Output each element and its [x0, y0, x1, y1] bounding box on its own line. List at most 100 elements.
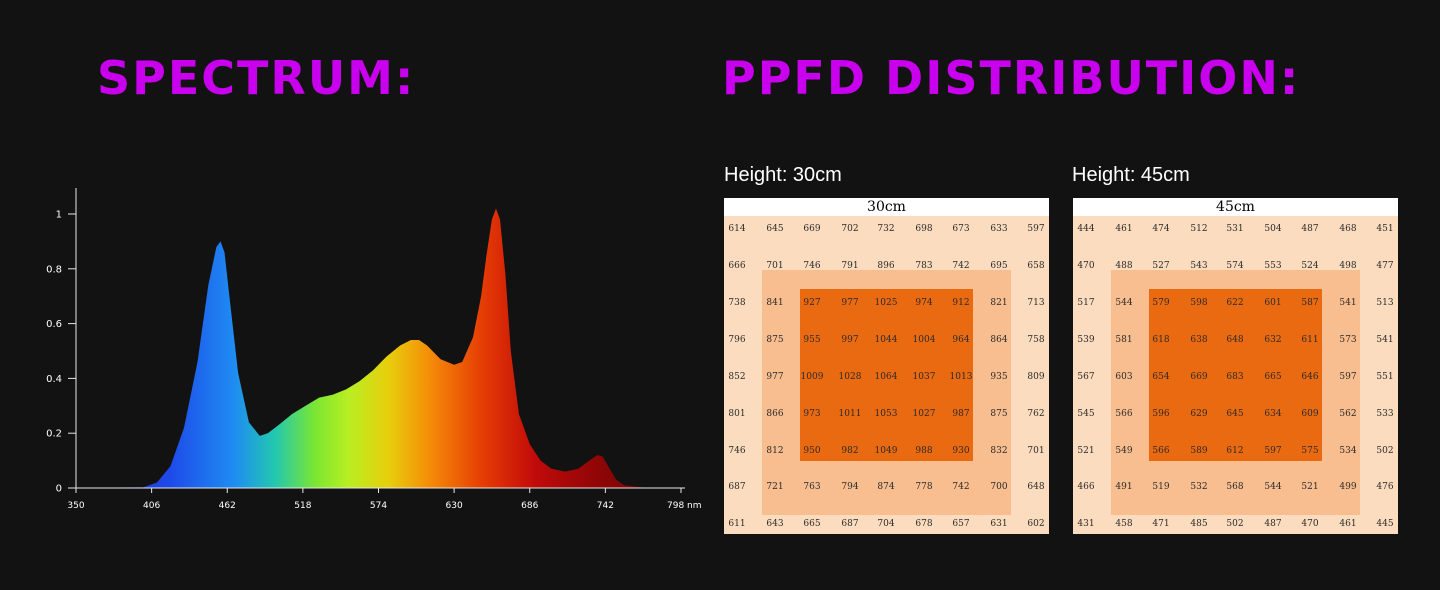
- ppfd-cell: 487: [1301, 224, 1319, 234]
- ppfd-cell: 485: [1190, 519, 1208, 529]
- ppfd-cell: 791: [841, 261, 859, 271]
- ppfd-cell: 568: [1226, 482, 1244, 492]
- ppfd-cell: 632: [1264, 335, 1282, 345]
- ppfd-cell: 445: [1376, 519, 1394, 529]
- ppfd-cell: 598: [1190, 298, 1208, 308]
- ppfd-cell: 935: [990, 372, 1008, 382]
- ppfd-cell: 553: [1264, 261, 1282, 271]
- ppfd-cell: 666: [728, 261, 746, 271]
- ppfd-cell: 549: [1115, 446, 1133, 456]
- ppfd-cell: 832: [990, 446, 1008, 456]
- ppfd-cell: 763: [803, 482, 821, 492]
- ppfd-cell: 471: [1152, 519, 1170, 529]
- ppfd-cell: 700: [990, 482, 1008, 492]
- ppfd-cell: 669: [803, 224, 821, 234]
- spectrum-heading: SPECTRUM:: [97, 51, 416, 105]
- ppfd-core-zone: [800, 289, 973, 461]
- ppfd-core-zone: [1149, 289, 1322, 461]
- ppfd-cell: 1004: [912, 335, 936, 345]
- ppfd-cell: 950: [803, 446, 821, 456]
- ppfd-cells: 614 645 669 702 732 698 673 633 597 666 701 746 791 8…: [724, 216, 1049, 534]
- ppfd-cell: 673: [952, 224, 970, 234]
- ppfd-cell: 629: [1190, 409, 1208, 419]
- ppfd-cell: 466: [1077, 482, 1095, 492]
- ppfd-cell: 683: [1226, 372, 1244, 382]
- ppfd-cell: 562: [1339, 409, 1357, 419]
- x-tick-label: 350: [67, 501, 84, 511]
- ppfd-cell: 461: [1339, 519, 1357, 529]
- ppfd-cell: 812: [766, 446, 784, 456]
- ppfd-cell: 742: [952, 261, 970, 271]
- y-tick-label: 1: [56, 210, 62, 221]
- ppfd-cell: 566: [1115, 409, 1133, 419]
- ppfd-cell: 1011: [838, 409, 862, 419]
- ppfd-cell: 654: [1152, 372, 1170, 382]
- ppfd-heading: PPFD DISTRIBUTION:: [722, 51, 1301, 105]
- ppfd-cell: 579: [1152, 298, 1170, 308]
- x-tick-label: 742: [597, 501, 614, 511]
- ppfd-grid-body: 614 645 669 702 732 698 673 633 597 666 701 746 791 8…: [724, 216, 1049, 534]
- ppfd-cell: 794: [841, 482, 859, 492]
- ppfd-cell: 596: [1152, 409, 1170, 419]
- ppfd-cell: 1053: [874, 409, 898, 419]
- ppfd-cell: 875: [990, 409, 1008, 419]
- ppfd-cell: 713: [1027, 298, 1045, 308]
- ppfd-cell: 852: [728, 372, 746, 382]
- ppfd-cell: 665: [803, 519, 821, 529]
- ppfd-cell: 955: [803, 335, 821, 345]
- ppfd-cell: 912: [952, 298, 970, 308]
- ppfd-cell: 732: [877, 224, 895, 234]
- ppfd-cell: 702: [841, 224, 859, 234]
- ppfd-cell: 566: [1152, 446, 1170, 456]
- ppfd-cell: 687: [841, 519, 859, 529]
- ppfd-cell: 444: [1077, 224, 1095, 234]
- ppfd-cell: 634: [1264, 409, 1282, 419]
- ppfd-cell: 567: [1077, 372, 1095, 382]
- ppfd-cell: 646: [1301, 372, 1319, 382]
- x-tick-label: 686: [521, 501, 538, 511]
- ppfd-cell: 742: [952, 482, 970, 492]
- ppfd-cell: 618: [1152, 335, 1170, 345]
- ppfd-cell: 487: [1264, 519, 1282, 529]
- ppfd-cell: 1009: [800, 372, 824, 382]
- ppfd-cell: 597: [1339, 372, 1357, 382]
- ppfd-cell: 738: [728, 298, 746, 308]
- ppfd-cell: 470: [1301, 519, 1319, 529]
- ppfd-cell: 1037: [912, 372, 936, 382]
- ppfd-cell: 581: [1115, 335, 1133, 345]
- ppfd-cell: 541: [1376, 335, 1394, 345]
- ppfd-cell: 974: [915, 298, 933, 308]
- ppfd-cell: 982: [841, 446, 859, 456]
- ppfd-cell: 864: [990, 335, 1008, 345]
- ppfd-cell: 451: [1376, 224, 1394, 234]
- ppfd-cell: 977: [766, 372, 784, 382]
- ppfd-cell: 504: [1264, 224, 1282, 234]
- y-tick-label: 0: [56, 484, 62, 495]
- ppfd-cell: 1044: [874, 335, 898, 345]
- ppfd-grid-body: 444 461 474 512 531 504 487 468 451 470 488 527 543 5…: [1073, 216, 1398, 534]
- x-tick-label: 630: [446, 501, 463, 511]
- ppfd-cell: 997: [841, 335, 859, 345]
- ppfd-cells: 444 461 474 512 531 504 487 468 451 470 488 527 543 5…: [1073, 216, 1398, 534]
- ppfd-cell: 502: [1226, 519, 1244, 529]
- ppfd-cell: 488: [1115, 261, 1133, 271]
- ppfd-cell: 657: [952, 519, 970, 529]
- ppfd-cell: 721: [766, 482, 784, 492]
- ppfd-cell: 698: [915, 224, 933, 234]
- ppfd-cell: 762: [1027, 409, 1045, 419]
- ppfd-cell: 461: [1115, 224, 1133, 234]
- ppfd-cell: 1013: [949, 372, 973, 382]
- ppfd-cell: 611: [728, 519, 746, 529]
- ppfd-cell: 988: [915, 446, 933, 456]
- x-tick-label: 518: [294, 501, 311, 511]
- ppfd-cell: 601: [1264, 298, 1282, 308]
- ppfd-cell: 476: [1376, 482, 1394, 492]
- spectrum-area: [76, 208, 681, 488]
- ppfd-cell: 658: [1027, 261, 1045, 271]
- ppfd-cell: 821: [990, 298, 1008, 308]
- ppfd-cell: 964: [952, 335, 970, 345]
- ppfd-cell: 544: [1115, 298, 1133, 308]
- ppfd-cell: 609: [1301, 409, 1319, 419]
- ppfd-cell: 778: [915, 482, 933, 492]
- ppfd-cell: 614: [728, 224, 746, 234]
